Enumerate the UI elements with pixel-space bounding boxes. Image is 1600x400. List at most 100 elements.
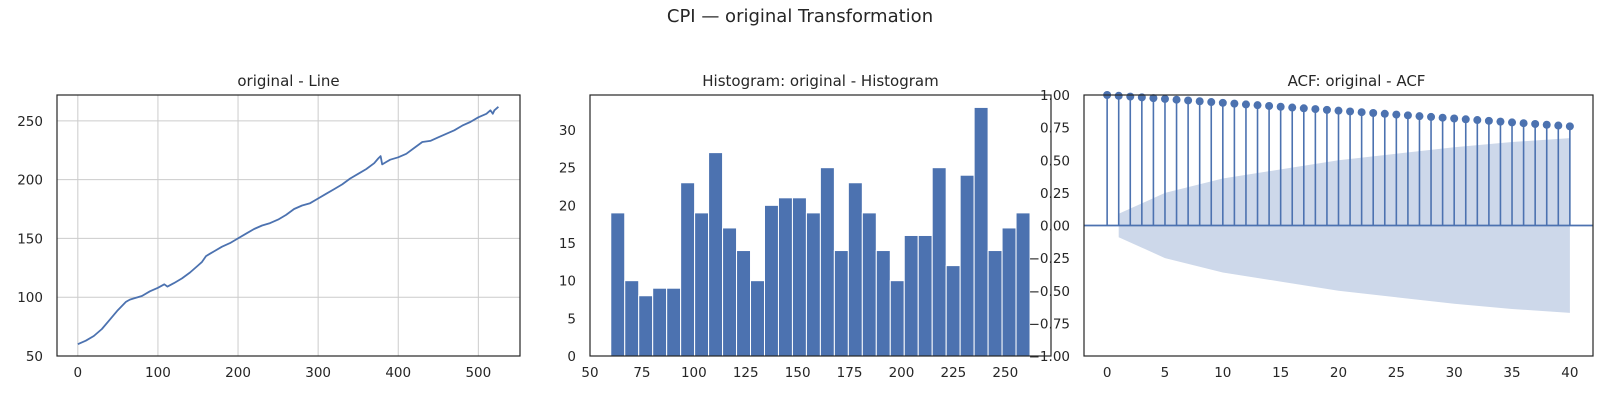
line-chart-grid bbox=[57, 95, 520, 357]
acf-ytick-label: 1.00 bbox=[1040, 88, 1070, 104]
histogram-bar bbox=[791, 197, 807, 357]
histogram-xtick-label: 225 bbox=[941, 365, 967, 381]
acf-xtick-label: 0 bbox=[1103, 365, 1112, 381]
acf-xtick-label: 10 bbox=[1214, 365, 1231, 381]
acf-point bbox=[1276, 102, 1285, 111]
acf-ytick-label: −0.25 bbox=[1029, 251, 1070, 267]
acf-xtick-label: 30 bbox=[1446, 365, 1463, 381]
histogram-xtick-label: 175 bbox=[837, 365, 863, 381]
acf-point bbox=[1380, 109, 1389, 118]
acf-marks bbox=[1084, 91, 1593, 227]
acf-point bbox=[1346, 107, 1355, 116]
line-chart-xtick-label: 100 bbox=[145, 365, 171, 381]
acf-point bbox=[1195, 97, 1204, 106]
acf-point bbox=[1403, 111, 1412, 120]
acf-point bbox=[1299, 104, 1308, 113]
histogram-ytick-label: 30 bbox=[559, 123, 576, 139]
histogram-bar bbox=[694, 212, 710, 357]
histogram-xtick-label: 200 bbox=[889, 365, 915, 381]
acf-title: ACF: original - ACF bbox=[1288, 72, 1426, 90]
acf-ytick-label: −1.00 bbox=[1029, 349, 1070, 365]
histogram-xtick-label: 75 bbox=[633, 365, 650, 381]
acf-point bbox=[1565, 122, 1574, 131]
acf-xtick-label: 35 bbox=[1503, 365, 1520, 381]
line-chart-series-line bbox=[77, 106, 499, 346]
histogram-ticks: 50 75 100 125 150 175 200 225 250 0 5 10 15 20 25 30 bbox=[559, 123, 1018, 381]
histogram-bar bbox=[722, 227, 738, 357]
acf-point bbox=[1415, 112, 1424, 121]
line-chart-ytick-label: 50 bbox=[26, 349, 43, 365]
histogram-marks bbox=[610, 106, 1031, 357]
histogram-bar bbox=[610, 212, 626, 357]
line-chart-xtick-label: 0 bbox=[74, 365, 83, 381]
acf-point bbox=[1554, 121, 1563, 130]
histogram-ytick-label: 20 bbox=[559, 198, 576, 214]
histogram-xtick-label: 50 bbox=[581, 365, 598, 381]
line-chart-xtick-label: 500 bbox=[465, 365, 491, 381]
histogram-bar bbox=[1001, 227, 1017, 357]
histogram-bar bbox=[847, 182, 863, 357]
histogram-bar bbox=[638, 295, 654, 357]
acf-xtick-label: 40 bbox=[1561, 365, 1578, 381]
histogram-xtick-label: 125 bbox=[733, 365, 759, 381]
histogram-panel: Histogram: original - Histogram 50 75 100 1… bbox=[559, 72, 1052, 381]
histogram-title: Histogram: original - Histogram bbox=[702, 72, 938, 90]
line-chart-ytick-label: 100 bbox=[17, 290, 43, 306]
acf-ticks: 0 5 10 15 20 25 30 35 40 −1.00 −0.75 −0.50 −0.25 0.00… bbox=[1029, 88, 1579, 381]
acf-point bbox=[1311, 105, 1320, 114]
acf-xtick-label: 20 bbox=[1330, 365, 1347, 381]
acf-panel: ACF: original - ACF 0 5 10 15 20 25 30 35 40 −1.0… bbox=[1029, 72, 1594, 381]
acf-point bbox=[1160, 94, 1169, 103]
histogram-bar bbox=[903, 234, 919, 357]
acf-ytick-label: −0.50 bbox=[1029, 284, 1070, 300]
acf-point bbox=[1427, 112, 1436, 121]
acf-point bbox=[1531, 119, 1540, 128]
acf-ytick-label: 0.50 bbox=[1040, 153, 1070, 169]
acf-ytick-label: 0.00 bbox=[1040, 219, 1070, 235]
histogram-xtick-label: 150 bbox=[785, 365, 811, 381]
histogram-ytick-label: 25 bbox=[559, 161, 576, 177]
histogram-bar bbox=[819, 167, 835, 357]
acf-frame bbox=[1083, 94, 1594, 357]
histogram-bar bbox=[708, 152, 724, 357]
acf-point bbox=[1218, 98, 1227, 107]
acf-point bbox=[1369, 109, 1378, 118]
acf-point bbox=[1496, 117, 1505, 126]
line-chart-frame bbox=[56, 94, 521, 357]
histogram-bar bbox=[833, 250, 849, 357]
acf-point bbox=[1392, 110, 1401, 119]
line-chart-ytick-label: 150 bbox=[17, 231, 43, 247]
acf-point bbox=[1473, 116, 1482, 125]
figure-suptitle: CPI — original Transformation bbox=[667, 6, 933, 27]
acf-point bbox=[1172, 95, 1181, 104]
acf-point bbox=[1253, 101, 1262, 110]
histogram-bar bbox=[750, 280, 765, 357]
line-chart-xtick-label: 400 bbox=[385, 365, 411, 381]
histogram-bar bbox=[736, 250, 752, 357]
acf-point bbox=[1334, 106, 1343, 115]
histogram-bar bbox=[805, 212, 821, 357]
histogram-ytick-label: 15 bbox=[559, 236, 576, 252]
acf-point bbox=[1207, 98, 1216, 107]
histogram-bar bbox=[777, 197, 793, 357]
acf-point bbox=[1484, 116, 1493, 125]
histogram-ytick-label: 0 bbox=[567, 349, 576, 365]
acf-point bbox=[1184, 96, 1193, 105]
histogram-bar bbox=[680, 182, 696, 357]
line-chart-marks bbox=[77, 106, 499, 346]
histogram-frame bbox=[589, 94, 1052, 357]
acf-xtick-label: 15 bbox=[1272, 365, 1289, 381]
acf-point bbox=[1149, 94, 1158, 103]
histogram-ytick-label: 5 bbox=[567, 311, 576, 327]
histogram-bar bbox=[861, 212, 877, 357]
histogram-bar bbox=[917, 234, 933, 357]
histogram-xtick-label: 250 bbox=[992, 365, 1018, 381]
line-chart-xtick-label: 300 bbox=[305, 365, 331, 381]
line-chart-title: original - Line bbox=[237, 72, 339, 90]
histogram-bar bbox=[931, 167, 947, 357]
acf-ytick-label: 0.25 bbox=[1040, 186, 1070, 202]
acf-point bbox=[1357, 108, 1366, 117]
acf-xtick-label: 25 bbox=[1388, 365, 1405, 381]
acf-point bbox=[1241, 100, 1250, 109]
